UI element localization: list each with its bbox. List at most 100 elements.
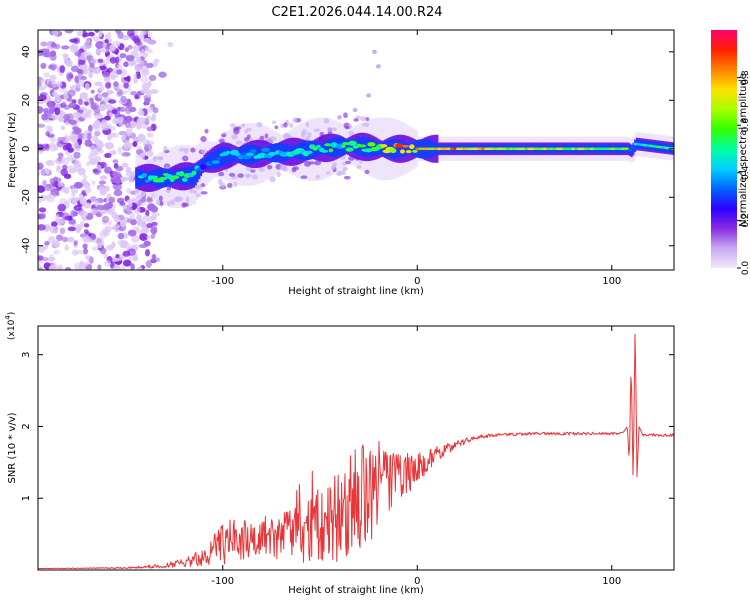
noise-point bbox=[126, 30, 135, 37]
noise-point bbox=[121, 134, 127, 141]
scatter-point bbox=[219, 182, 226, 188]
noise-point bbox=[151, 221, 158, 227]
x-tick-label: -100 bbox=[211, 576, 234, 587]
scatter-point bbox=[163, 145, 168, 152]
noise-point bbox=[130, 263, 135, 270]
noise-point bbox=[99, 175, 108, 180]
noise-point bbox=[71, 197, 77, 205]
noise-point bbox=[86, 38, 91, 44]
snr-multiplier-close: ) bbox=[7, 312, 17, 316]
noise-point bbox=[38, 123, 46, 128]
noise-point bbox=[126, 199, 135, 204]
ridge-band bbox=[240, 146, 243, 164]
ridge-band bbox=[264, 147, 267, 160]
noise-point bbox=[38, 185, 46, 193]
ridge-point bbox=[345, 147, 354, 152]
noise-point bbox=[146, 132, 154, 138]
colorbar-label: Normalized spectral amplitude bbox=[738, 73, 749, 227]
ridge-point bbox=[245, 152, 255, 157]
noise-point bbox=[132, 137, 138, 142]
scatter-point bbox=[156, 156, 164, 160]
ridge-band bbox=[182, 167, 185, 185]
noise-point bbox=[49, 177, 56, 185]
noise-point bbox=[147, 80, 152, 87]
ridge-point bbox=[249, 148, 257, 154]
ridge-band bbox=[406, 142, 409, 155]
scatter-point bbox=[183, 147, 189, 154]
noise-point bbox=[38, 224, 46, 231]
noise-point bbox=[73, 240, 78, 246]
spectrogram-y-label: Frequency (Hz) bbox=[7, 112, 18, 188]
noise-point bbox=[51, 240, 61, 248]
noise-point bbox=[90, 89, 95, 94]
ridge-band bbox=[401, 140, 404, 158]
noise-point bbox=[145, 198, 154, 203]
noise-point bbox=[38, 264, 42, 269]
ridge-point bbox=[241, 152, 247, 156]
noise-point bbox=[93, 67, 101, 75]
noise-point bbox=[59, 227, 66, 234]
noise-point bbox=[95, 164, 102, 170]
noise-point bbox=[119, 53, 127, 59]
ridge-point bbox=[405, 150, 412, 154]
ridge-point bbox=[237, 154, 244, 160]
noise-point bbox=[94, 81, 103, 86]
noise-point bbox=[104, 152, 112, 158]
noise-point bbox=[117, 31, 124, 39]
noise-point bbox=[140, 30, 147, 36]
noise-point bbox=[147, 216, 154, 223]
ridge-band bbox=[228, 147, 231, 164]
noise-point bbox=[101, 103, 110, 109]
scatter-point bbox=[200, 183, 206, 188]
noise-point bbox=[40, 62, 47, 70]
noise-point bbox=[124, 140, 130, 147]
noise-point bbox=[138, 243, 148, 249]
snr-background bbox=[38, 326, 674, 570]
noise-point bbox=[55, 177, 62, 183]
ridge-point bbox=[412, 149, 418, 153]
noise-point bbox=[129, 212, 136, 221]
noise-point bbox=[100, 247, 107, 255]
noise-point bbox=[131, 234, 140, 243]
snr-multiplier-base: (x10 bbox=[7, 319, 17, 340]
noise-point bbox=[51, 105, 56, 113]
noise-point bbox=[136, 117, 146, 125]
noise-point bbox=[82, 243, 88, 249]
noise-point bbox=[111, 266, 120, 270]
ridge-band bbox=[135, 168, 138, 188]
noise-point bbox=[107, 99, 117, 104]
noise-point bbox=[134, 94, 139, 100]
noise-point bbox=[152, 107, 159, 114]
noise-point bbox=[85, 161, 91, 167]
scatter-point bbox=[292, 117, 297, 123]
noise-point bbox=[125, 207, 133, 213]
noise-point bbox=[136, 266, 143, 270]
noise-point bbox=[94, 130, 101, 137]
scatter-point bbox=[365, 122, 370, 127]
noise-point bbox=[94, 138, 102, 146]
noise-point bbox=[94, 30, 100, 33]
noise-point bbox=[57, 156, 62, 162]
scatter-point bbox=[178, 147, 186, 152]
ridge-band bbox=[144, 171, 147, 185]
noise-point bbox=[73, 204, 82, 211]
noise-point bbox=[143, 143, 153, 152]
scatter-point bbox=[338, 170, 344, 175]
scatter-point bbox=[258, 167, 265, 172]
noise-point bbox=[53, 249, 60, 255]
x-tick-label: 100 bbox=[602, 276, 621, 287]
noise-point bbox=[42, 257, 49, 262]
colorbar-gradient bbox=[711, 30, 737, 268]
noise-point bbox=[167, 41, 174, 48]
noise-point bbox=[116, 69, 123, 75]
noise-point bbox=[80, 51, 89, 57]
spectrogram-y-ticks: -40 -20 0 20 40 bbox=[21, 45, 674, 254]
ridge-band bbox=[350, 140, 353, 153]
x-tick-label: 100 bbox=[602, 576, 621, 587]
scatter-point bbox=[170, 199, 176, 206]
noise-point bbox=[68, 168, 77, 174]
scatter-point bbox=[365, 117, 370, 121]
noise-point bbox=[97, 58, 104, 63]
noise-point bbox=[88, 124, 93, 132]
